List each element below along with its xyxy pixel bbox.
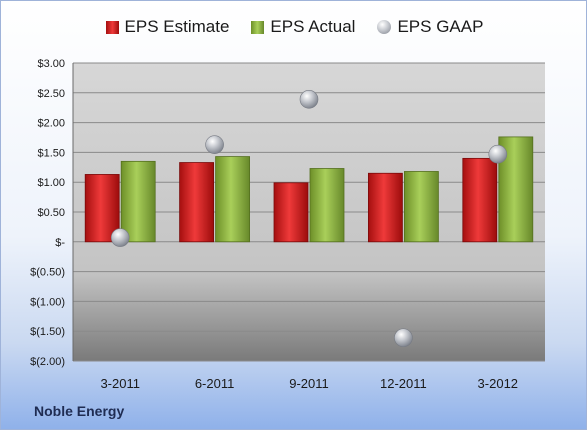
legend-swatch-estimate	[105, 20, 119, 34]
y-tick-label: $(1.50)	[30, 326, 65, 338]
y-tick-label: $1.50	[37, 147, 65, 159]
x-tick-label: 9-2011	[289, 376, 329, 391]
y-tick-label: $3.00	[37, 58, 65, 70]
point-eps-gaap	[394, 328, 413, 348]
legend-label-actual: EPS Actual	[270, 17, 356, 36]
y-tick-label: $2.00	[37, 118, 65, 130]
bar-eps-estimate	[367, 172, 403, 243]
legend: EPS Estimate EPS Actual EPS GAAP	[1, 17, 587, 37]
y-tick-label: $(0.50)	[30, 267, 65, 279]
x-tick-label: 6-2011	[195, 376, 235, 391]
bar-eps-actual	[309, 168, 345, 243]
bar-eps-estimate	[273, 182, 309, 243]
bar-eps-estimate	[179, 162, 215, 243]
bar-eps-actual	[403, 171, 439, 243]
point-eps-gaap	[205, 135, 224, 154]
y-tick-label: $(1.00)	[30, 296, 65, 308]
x-tick-label: 12-2011	[380, 376, 427, 391]
legend-item-estimate: EPS Estimate	[105, 17, 230, 37]
point-eps-gaap	[488, 144, 508, 164]
legend-item-gaap: EPS GAAP	[377, 17, 483, 37]
point-eps-gaap	[110, 228, 130, 247]
point-eps-gaap	[299, 90, 319, 109]
y-tick-label: $0.50	[37, 207, 65, 219]
bar-eps-actual	[120, 160, 156, 243]
x-tick-label: 3-2011	[100, 376, 140, 391]
bar-eps-estimate	[462, 157, 498, 243]
legend-item-actual: EPS Actual	[251, 17, 355, 37]
y-tick-label: $-	[55, 237, 65, 249]
legend-label-gaap: EPS GAAP	[397, 17, 484, 36]
legend-label-estimate: EPS Estimate	[124, 17, 230, 36]
bar-eps-actual	[215, 156, 251, 243]
legend-swatch-actual	[251, 20, 265, 34]
y-tick-label: $1.00	[37, 177, 65, 189]
x-tick-label: 3-2012	[478, 376, 518, 391]
bar-eps-estimate	[84, 174, 120, 243]
legend-swatch-gaap	[377, 20, 392, 34]
y-tick-label: $2.50	[37, 88, 65, 100]
y-tick-label: $(2.00)	[30, 356, 65, 368]
company-name: Noble Energy	[34, 403, 125, 419]
